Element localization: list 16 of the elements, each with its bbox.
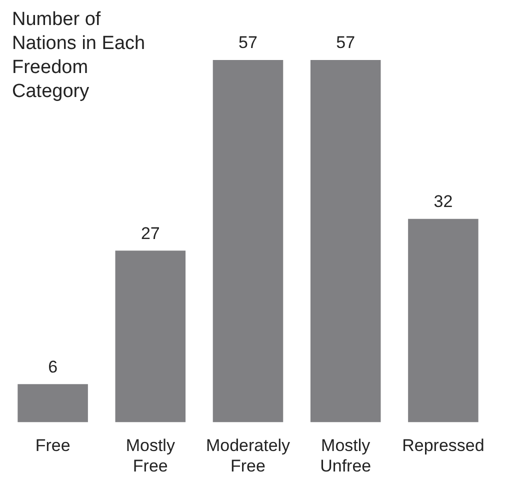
chart-title: Number of Nations in Each Freedom Category [12,8,146,104]
data-label: 57 [238,33,258,52]
bar [18,384,88,422]
bar [310,60,381,422]
bar [408,218,478,422]
bar [212,60,284,422]
x-tick-label: Moderately Free [206,436,291,476]
x-tick-label: Mostly Free [126,436,176,476]
x-tick-label: Mostly Unfree [320,436,372,476]
data-label: 27 [140,224,160,243]
bar [115,250,186,422]
x-tick-label: Repressed [402,436,484,456]
data-label: 57 [336,33,356,52]
x-tick-label: Free [35,436,70,456]
data-label: 32 [434,192,453,212]
data-label: 6 [48,357,58,376]
